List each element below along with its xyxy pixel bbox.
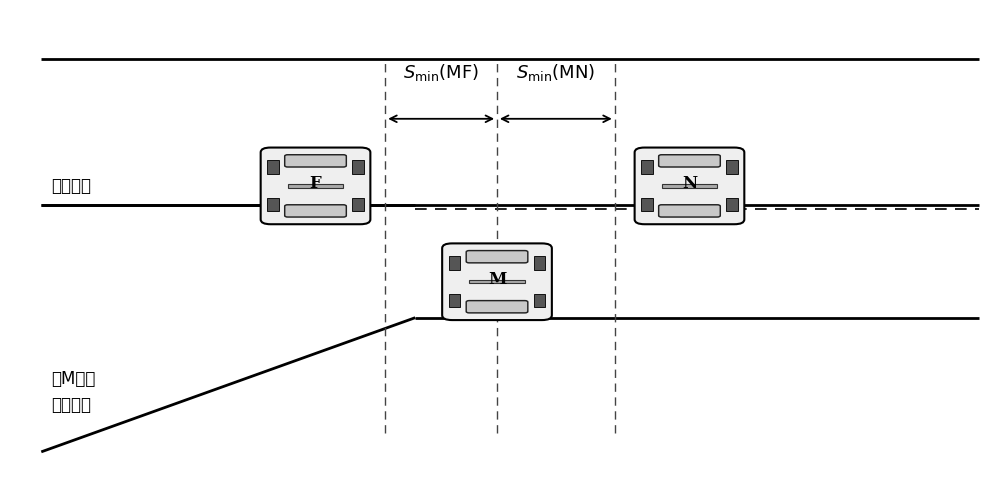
Bar xyxy=(534,294,545,307)
Bar xyxy=(534,256,545,269)
Text: 车M当前
行驶车道: 车M当前 行驶车道 xyxy=(51,370,96,414)
Bar xyxy=(469,280,525,283)
Bar xyxy=(641,161,653,174)
Bar xyxy=(267,198,279,212)
FancyBboxPatch shape xyxy=(285,155,346,167)
Bar xyxy=(352,161,364,174)
Bar xyxy=(449,256,460,269)
Bar xyxy=(449,294,460,307)
Text: $\mathit{S}_{\mathrm{min}}$(MF): $\mathit{S}_{\mathrm{min}}$(MF) xyxy=(403,62,479,83)
Bar xyxy=(726,198,738,212)
Text: $\mathit{S}_{\mathrm{min}}$(MN): $\mathit{S}_{\mathrm{min}}$(MN) xyxy=(516,62,595,83)
Bar xyxy=(267,161,279,174)
FancyBboxPatch shape xyxy=(635,147,744,224)
FancyBboxPatch shape xyxy=(659,155,720,167)
FancyBboxPatch shape xyxy=(466,301,528,313)
FancyBboxPatch shape xyxy=(466,251,528,263)
Bar xyxy=(726,161,738,174)
Bar xyxy=(352,198,364,212)
Bar xyxy=(641,198,653,212)
Text: N: N xyxy=(682,175,697,192)
FancyBboxPatch shape xyxy=(285,205,346,217)
Text: F: F xyxy=(310,175,321,192)
FancyBboxPatch shape xyxy=(261,147,370,224)
Bar xyxy=(662,184,717,187)
Bar xyxy=(288,184,343,187)
FancyBboxPatch shape xyxy=(442,243,552,320)
Text: M: M xyxy=(488,271,506,288)
FancyBboxPatch shape xyxy=(659,205,720,217)
Text: 目标车道: 目标车道 xyxy=(51,177,91,195)
